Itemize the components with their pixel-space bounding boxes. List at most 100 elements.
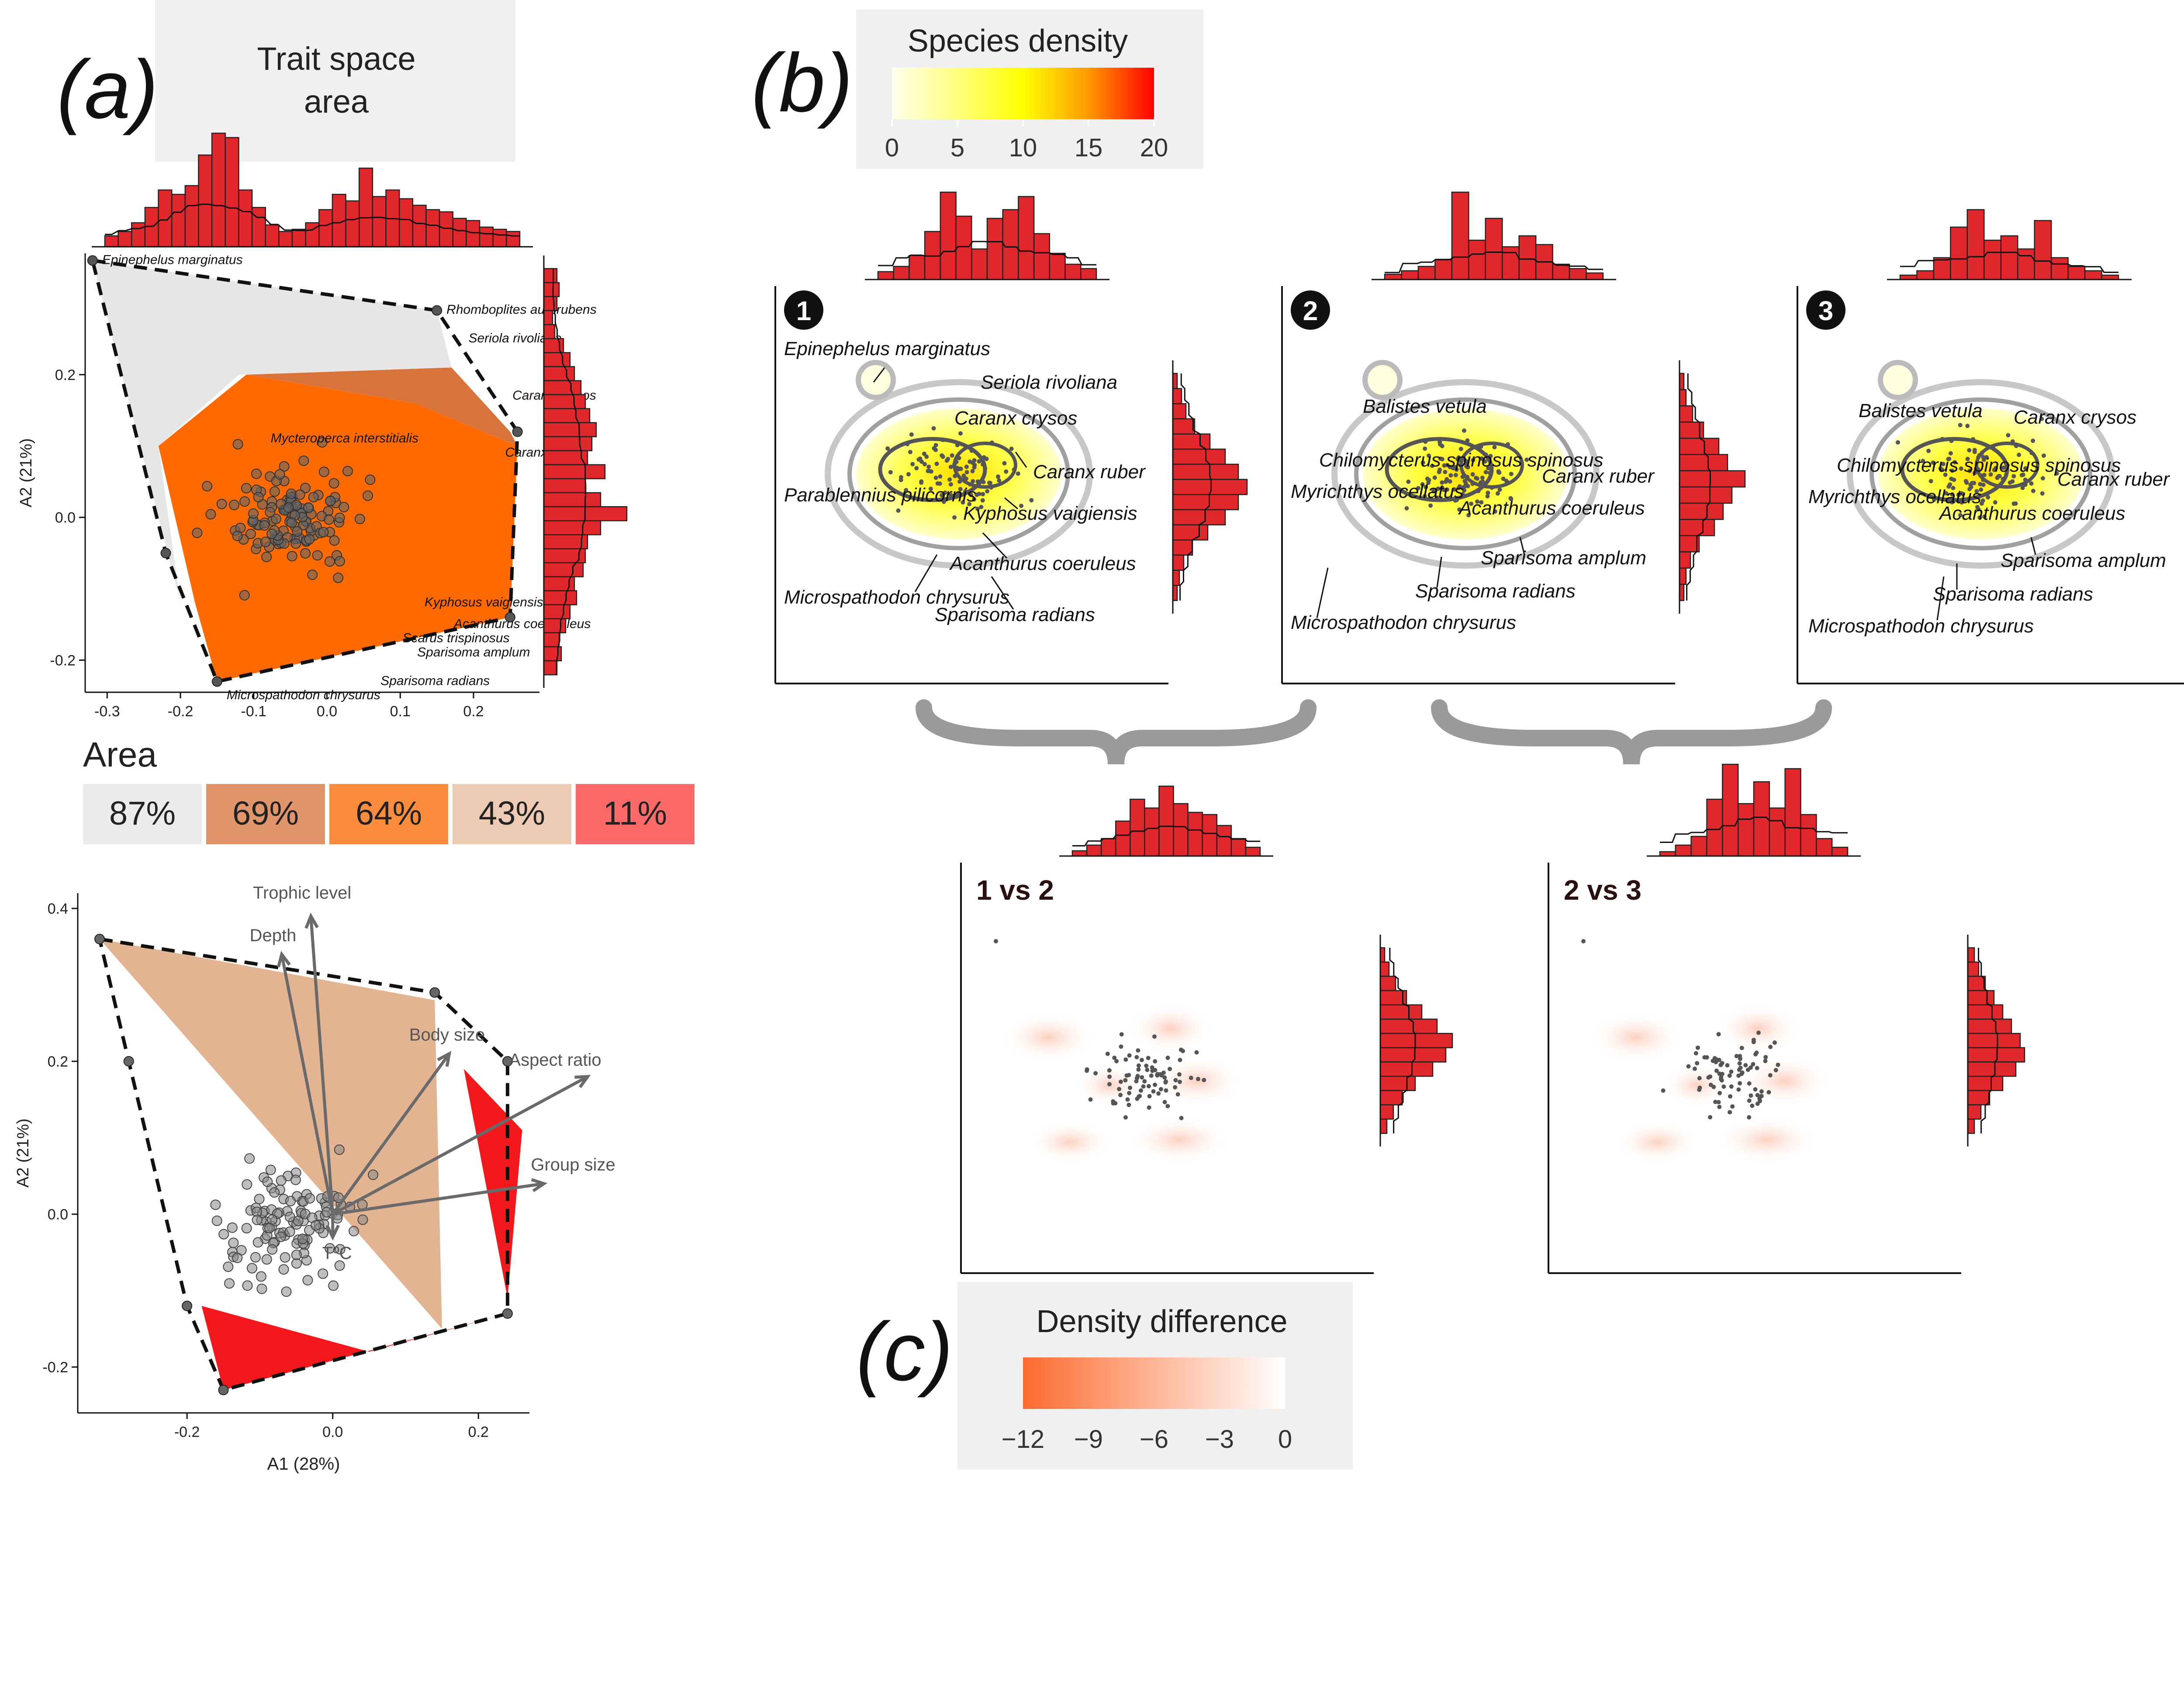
data-point	[1747, 1081, 1752, 1086]
data-point	[1949, 500, 1954, 505]
comparison-brace	[916, 699, 1317, 765]
data-point	[2023, 466, 2028, 471]
data-point	[1755, 1093, 1760, 1098]
histogram-bar	[1379, 1019, 1438, 1034]
data-point	[949, 493, 954, 497]
data-point	[1445, 463, 1450, 467]
data-point	[2042, 453, 2046, 458]
histogram-bar	[1187, 811, 1203, 857]
data-point	[265, 1164, 276, 1175]
data-point	[1136, 1067, 1141, 1072]
data-point	[1713, 1099, 1718, 1104]
histogram-bar	[1172, 449, 1226, 465]
data-point	[1747, 1098, 1752, 1103]
data-point	[256, 1271, 266, 1282]
data-point	[1977, 453, 1982, 458]
data-point	[948, 482, 953, 487]
species-density-tick-label: 15	[1075, 134, 1103, 162]
data-point	[1727, 1073, 1732, 1078]
histogram-bar	[345, 200, 360, 248]
histogram-density-curve	[878, 241, 1096, 266]
data-point	[87, 255, 98, 266]
data-point	[975, 479, 980, 484]
difference-panel-1: 1 vs 2	[960, 785, 1453, 1274]
data-point	[1150, 1065, 1154, 1070]
trait-vector-label: Body size	[409, 1026, 485, 1045]
data-point	[267, 1244, 278, 1255]
data-point	[2031, 439, 2035, 443]
data-point	[1756, 1030, 1761, 1035]
histogram-bar	[265, 224, 280, 248]
histogram-bar	[2084, 270, 2102, 280]
data-point	[1996, 474, 2001, 479]
y-tick-label: 0.0	[55, 510, 76, 526]
data-point	[1178, 1057, 1182, 1062]
data-point	[311, 1220, 321, 1231]
histogram-bar	[1679, 486, 1733, 504]
data-point	[2023, 482, 2028, 487]
y-tick-label: 0.2	[55, 367, 76, 383]
data-point	[1420, 460, 1425, 465]
data-point	[1932, 497, 1936, 502]
area-legend-label: 43%	[479, 795, 545, 832]
data-point	[983, 466, 988, 471]
area-legend-label: 87%	[109, 795, 176, 832]
data-point	[2005, 463, 2010, 468]
species-label: Sparisoma radians	[935, 604, 1095, 625]
histogram-bar	[1675, 844, 1692, 857]
data-point	[1738, 1054, 1742, 1059]
histogram-bar	[1800, 814, 1817, 857]
data-point	[264, 1222, 275, 1233]
data-point	[909, 432, 914, 437]
data-point	[1496, 491, 1500, 496]
data-point	[931, 426, 936, 431]
data-point	[1753, 1087, 1758, 1092]
data-point	[918, 497, 923, 502]
data-point	[1119, 1044, 1123, 1049]
data-point	[1717, 1091, 1722, 1095]
data-point	[1145, 1067, 1150, 1072]
data-point	[1972, 470, 1977, 475]
data-point	[1466, 513, 1471, 518]
histogram-bar	[955, 215, 972, 280]
data-point	[317, 437, 328, 448]
data-point	[205, 509, 216, 520]
data-point	[312, 550, 323, 561]
data-point	[1147, 1105, 1151, 1110]
data-point	[2019, 473, 2024, 477]
data-point	[1773, 1068, 1778, 1073]
data-point	[1135, 1074, 1140, 1078]
histogram-bar	[543, 352, 571, 367]
data-point	[1479, 500, 1484, 505]
data-point	[1773, 1040, 1777, 1045]
x-tick-label: 0.0	[317, 703, 337, 720]
data-point	[1524, 457, 1529, 462]
data-point	[1138, 1088, 1143, 1093]
data-point	[2023, 477, 2028, 482]
density-panel-2: 2 Balistes vetula Chilomycterus spinosus s…	[1281, 191, 1746, 684]
density-contour-core	[1900, 437, 2009, 502]
species-label: Caranx ruber	[1542, 466, 1655, 487]
data-point	[1163, 1080, 1168, 1085]
label-leader-line	[1436, 556, 1442, 588]
data-point	[1105, 1051, 1110, 1056]
data-point	[1737, 1067, 1742, 1072]
histogram-bar	[466, 220, 480, 248]
data-point	[1139, 1057, 1144, 1062]
species-label: Myrichthys ocellatus	[1808, 486, 1981, 508]
histogram-bar	[278, 231, 293, 248]
panel-label-c: (c)	[856, 1305, 953, 1398]
data-point	[1965, 424, 1970, 428]
data-point	[1420, 482, 1425, 487]
data-point	[1695, 1061, 1700, 1066]
data-point	[1483, 470, 1488, 475]
data-point	[1926, 449, 1931, 453]
histogram-bar	[144, 207, 159, 248]
density-outlier-contour	[1362, 360, 1403, 400]
data-point	[1124, 1073, 1129, 1078]
hull-red-lower	[201, 1306, 508, 1390]
histogram-bar	[1468, 239, 1486, 280]
data-point	[1506, 442, 1510, 447]
histogram-bar	[104, 235, 119, 248]
histogram-bar	[1569, 268, 1587, 280]
